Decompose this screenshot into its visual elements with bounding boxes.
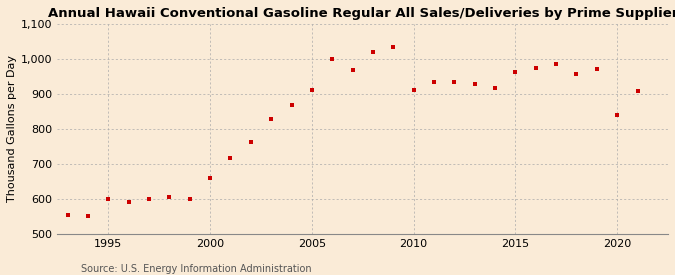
Point xyxy=(184,197,195,201)
Point xyxy=(164,195,175,199)
Y-axis label: Thousand Gallons per Day: Thousand Gallons per Day xyxy=(7,56,17,202)
Point xyxy=(388,45,399,49)
Point xyxy=(510,70,521,75)
Point xyxy=(632,89,643,94)
Point xyxy=(469,82,480,86)
Point xyxy=(144,197,155,201)
Point xyxy=(591,67,602,72)
Point xyxy=(103,197,114,201)
Point xyxy=(205,175,215,180)
Point xyxy=(531,65,541,70)
Title: Annual Hawaii Conventional Gasoline Regular All Sales/Deliveries by Prime Suppli: Annual Hawaii Conventional Gasoline Regu… xyxy=(47,7,675,20)
Point xyxy=(62,213,73,217)
Point xyxy=(246,140,256,144)
Point xyxy=(225,156,236,161)
Point xyxy=(306,87,317,92)
Point xyxy=(489,86,500,90)
Point xyxy=(327,57,338,61)
Point xyxy=(551,62,562,66)
Point xyxy=(612,113,622,117)
Point xyxy=(82,214,93,219)
Point xyxy=(124,200,134,204)
Point xyxy=(368,50,379,54)
Point xyxy=(571,72,582,76)
Point xyxy=(449,79,460,84)
Point xyxy=(286,103,297,107)
Point xyxy=(429,79,439,84)
Point xyxy=(347,68,358,72)
Point xyxy=(266,117,277,121)
Text: Source: U.S. Energy Information Administration: Source: U.S. Energy Information Administ… xyxy=(81,264,312,274)
Point xyxy=(408,87,419,92)
